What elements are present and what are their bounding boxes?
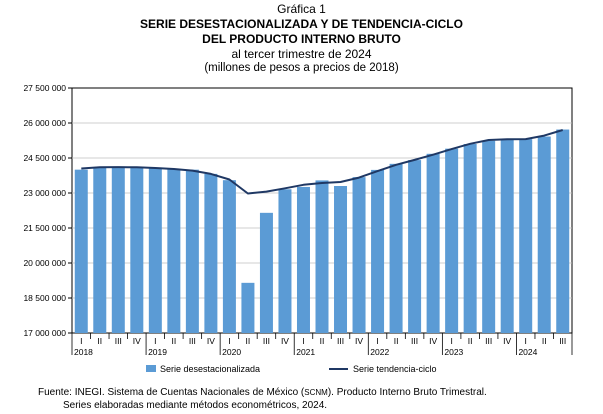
bar (426, 153, 440, 333)
source-abbr: SCNM (304, 388, 328, 397)
bar-series (74, 129, 570, 333)
chart-title-line2: DEL PRODUCTO INTERNO BRUTO (202, 32, 401, 46)
quarter-label: III (263, 336, 270, 346)
year-label: 2022 (370, 347, 389, 357)
quarter-label: II (97, 336, 102, 346)
y-tick-label: 26 000 000 (23, 118, 66, 128)
bar (352, 177, 366, 333)
chart-titles: Gráfica 1 SERIE DESESTACIONALIZADA Y DE … (0, 2, 603, 75)
year-label: 2018 (74, 347, 93, 357)
quarter-label: III (411, 336, 418, 346)
chart-subtitle: al tercer trimestre de 2024 (231, 47, 372, 61)
source-note: Fuente: INEGI. Sistema de Cuentas Nacion… (38, 386, 487, 412)
quarter-label: IV (207, 336, 215, 346)
bar (334, 186, 348, 333)
year-label: 2024 (518, 347, 537, 357)
y-tick-label: 18 500 000 (23, 293, 66, 303)
quarter-label: I (525, 336, 527, 346)
bar (519, 139, 533, 333)
year-label: 2020 (222, 347, 241, 357)
legend-label-bars: Serie desestacionalizada (160, 364, 260, 374)
bar (445, 148, 459, 333)
bar (500, 139, 514, 333)
quarter-label: III (485, 336, 492, 346)
quarter-label: IV (133, 336, 141, 346)
bar (241, 282, 255, 333)
bar (222, 180, 236, 333)
y-tick-label: 23 000 000 (23, 188, 66, 198)
quarter-label: IV (429, 336, 437, 346)
quarter-label: III (559, 336, 566, 346)
chart-title-line1: SERIE DESESTACIONALIZADA Y DE TENDENCIA-… (140, 17, 463, 31)
source-text-a: Sistema de Cuentas Nacionales de México … (107, 387, 305, 398)
quarter-label: IV (281, 336, 289, 346)
bar (537, 136, 551, 333)
y-tick-label: 21 500 000 (23, 223, 66, 233)
quarter-label: II (468, 336, 473, 346)
year-label: 2023 (444, 347, 463, 357)
quarter-label: I (154, 336, 156, 346)
quarter-label: III (189, 336, 196, 346)
bar (259, 212, 273, 333)
bar (278, 189, 292, 333)
bar (130, 166, 144, 333)
quarter-label: II (171, 336, 176, 346)
source-label: Fuente: INEGI. (38, 387, 105, 398)
bar (204, 173, 218, 333)
quarter-label: I (80, 336, 82, 346)
bar (463, 144, 477, 333)
quarter-label: I (228, 336, 230, 346)
source-line: Fuente: INEGI. Sistema de Cuentas Nacion… (38, 386, 487, 399)
y-tick-label: 20 000 000 (23, 258, 66, 268)
bar (93, 167, 107, 333)
legend: Serie desestacionalizada Serie tendencia-… (146, 364, 437, 374)
bar (74, 169, 88, 333)
quarter-label: II (542, 336, 547, 346)
bar (556, 129, 570, 333)
y-tick-label: 24 500 000 (23, 153, 66, 163)
bar (148, 167, 162, 333)
bar (111, 167, 125, 333)
method-note: Series elaboradas mediante métodos econo… (63, 400, 328, 411)
legend-swatch-bars (146, 365, 156, 372)
x-axis: I II III IV I II III IV I II III IV I II III IV I II III IV… (71, 333, 573, 357)
gdp-chart: 17 000 000 18 500 000 20 000 000 21 500 000… (23, 83, 573, 374)
trend-line (81, 129, 563, 195)
bar (389, 163, 403, 333)
bar (482, 140, 496, 333)
quarter-label: I (302, 336, 304, 346)
source-text-b: ). Producto Interno Bruto Trimestral. (327, 387, 487, 398)
quarter-label: III (337, 336, 344, 346)
quarter-label: III (115, 336, 122, 346)
y-tick-label: 27 500 000 (23, 83, 66, 93)
quarter-label: IV (503, 336, 511, 346)
bar (296, 186, 310, 333)
quarter-label: I (450, 336, 452, 346)
year-label: 2021 (296, 347, 315, 357)
legend-label-line: Serie tendencia-ciclo (353, 364, 437, 374)
y-axis: 17 000 000 18 500 000 20 000 000 21 500 000… (23, 83, 72, 338)
quarter-label: II (394, 336, 399, 346)
quarter-label: II (246, 336, 251, 346)
bar (315, 180, 329, 333)
quarter-label: IV (355, 336, 363, 346)
quarter-label: I (376, 336, 378, 346)
bar (185, 169, 199, 333)
figure-label: Gráfica 1 (277, 2, 326, 16)
bar (167, 168, 181, 333)
bar (371, 169, 385, 333)
chart-units: (millones de pesos a precios de 2018) (204, 62, 399, 74)
year-label: 2019 (148, 347, 167, 357)
bar (408, 160, 422, 333)
quarter-label: II (320, 336, 325, 346)
trend-series (81, 129, 563, 195)
y-tick-label: 17 000 000 (23, 328, 66, 338)
